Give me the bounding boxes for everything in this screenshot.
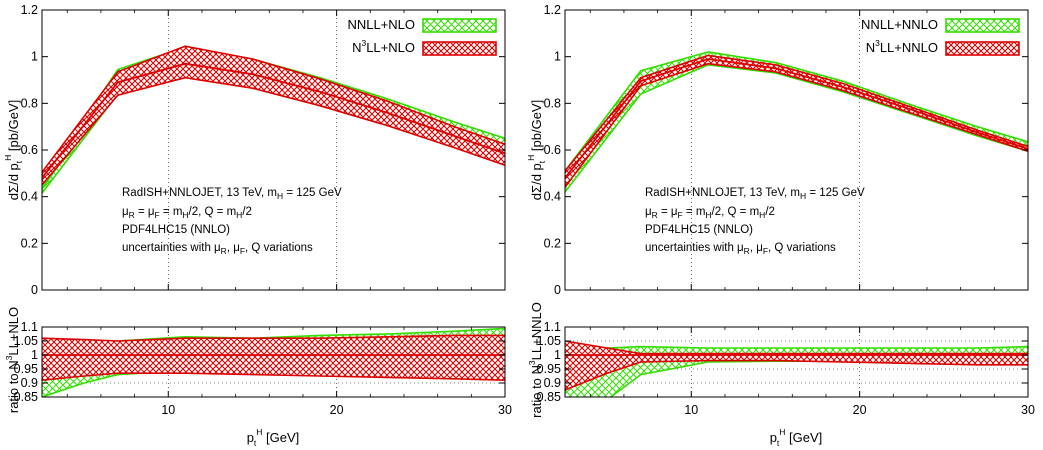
x-ticks: 10 20 30 <box>589 10 1035 417</box>
main-y-ticks: 0 0.2 0.4 0.6 0.8 1 1.2 <box>544 3 1028 297</box>
main-grid <box>690 10 860 290</box>
ratio-frame <box>564 326 1029 398</box>
ratio-tick-label: 1.05 <box>14 334 38 348</box>
y-tick-label: 0.4 <box>544 190 561 204</box>
ratio-bands <box>42 327 505 397</box>
ratio-y-axis-label: ratio to N3LL+NNLO <box>527 302 544 418</box>
main-lower-edge <box>42 76 505 186</box>
y-tick-label: 0.8 <box>21 96 38 110</box>
y-tick-label: 0.8 <box>544 96 561 110</box>
main-bands <box>565 51 1028 193</box>
x-tick-label: 10 <box>161 403 175 417</box>
annotation-block: RadISH+NNLOJET, 13 TeV, mH = 125 GeV μR … <box>645 187 865 256</box>
legend-label: NNLL+NNLO <box>861 17 938 32</box>
main-upper-edge <box>565 51 1028 172</box>
x-axis-label: ptH [GeV] <box>247 427 300 448</box>
main-band-area <box>42 46 505 186</box>
y-tick-label: 0.6 <box>544 143 561 157</box>
annotation-line-4: uncertainties with μR, μF, Q variations <box>645 242 836 256</box>
annotation-line-3: PDF4LHC15 (NNLO) <box>122 224 230 236</box>
ratio-bands <box>565 340 1028 397</box>
ratio-frame <box>41 326 506 398</box>
plot-frame <box>41 326 506 398</box>
y-tick-label: 1.2 <box>544 3 561 17</box>
ratio-tick-label: 1.05 <box>537 334 561 348</box>
ratio-tick-label: 1 <box>554 348 561 362</box>
legend-swatch <box>422 41 497 56</box>
y-tick-label: 0 <box>554 283 561 297</box>
ratio-upper-edge <box>565 345 1028 351</box>
annotation-line-1: RadISH+NNLOJET, 13 TeV, mH = 125 GeV <box>645 187 865 201</box>
x-tick-label: 20 <box>853 403 867 417</box>
ratio-upper-edge <box>565 340 1028 355</box>
ratio-tick-label: 0.85 <box>537 390 561 404</box>
right-chart: 0 0.2 0.4 0.6 0.8 1 1.2 dΣ/d ptH [pb/GeV] NNLL… <box>526 3 1035 448</box>
legend: NNLL+NLO N3LL+NLO <box>347 17 497 56</box>
x-tick-label: 30 <box>498 403 512 417</box>
y-tick-label: 0.6 <box>21 143 38 157</box>
annotation-line-1: RadISH+NNLOJET, 13 TeV, mH = 125 GeV <box>122 187 342 201</box>
ratio-upper-edge <box>42 334 505 342</box>
legend-swatch <box>945 18 1020 33</box>
ratio-band-area <box>42 335 505 381</box>
x-tick-label: 10 <box>684 403 698 417</box>
y-tick-label: 1 <box>554 50 561 64</box>
ratio-tick-label: 0.95 <box>537 362 561 376</box>
x-ticks: 10 20 30 <box>66 10 512 417</box>
main-bands <box>42 45 505 194</box>
annotation-block: RadISH+NNLOJET, 13 TeV, mH = 125 GeV μR … <box>122 187 342 256</box>
main-lower-edge <box>565 63 1028 193</box>
ratio-y-axis-label: ratio to N3LL+NLO <box>4 307 21 413</box>
ratio-tick-label: 1.1 <box>21 320 38 334</box>
annotation-line-4: uncertainties with μR, μF, Q variations <box>122 242 313 256</box>
main-grid <box>167 10 337 290</box>
ratio-tick-label: 0.9 <box>21 376 38 390</box>
main-upper-edge <box>42 45 505 173</box>
main-lower-edge <box>565 62 1028 188</box>
annotation-line-2: μR = μF = mH/2, Q = mH/2 <box>645 206 775 220</box>
main-central-line <box>565 58 1028 179</box>
legend-label: N3LL+NNLO <box>866 38 938 55</box>
ratio-tick-label: 0.85 <box>14 390 38 404</box>
left-chart: 0 0.2 0.4 0.6 0.8 1 1.2 dΣ/d ptH [pb/GeV] NNLL… <box>3 3 512 448</box>
plot-frame <box>564 326 1029 398</box>
ratio-tick-label: 0.95 <box>14 362 38 376</box>
ratio-tick-label: 0.9 <box>544 376 561 390</box>
x-tick-label: 30 <box>1021 403 1035 417</box>
main-central-line <box>42 62 505 179</box>
legend-swatch <box>945 41 1020 56</box>
main-y-axis-label: dΣ/d ptH [pb/GeV] <box>3 100 24 200</box>
ratio-lower-edge <box>565 359 1028 391</box>
main-upper-edge <box>565 54 1028 172</box>
main-y-axis-label: dΣ/d ptH [pb/GeV] <box>526 100 547 200</box>
y-tick-label: 1.2 <box>21 3 38 17</box>
legend-label: N3LL+NLO <box>352 38 415 55</box>
y-tick-label: 0 <box>31 283 38 297</box>
legend: NNLL+NNLO N3LL+NNLO <box>861 17 1020 56</box>
legend-swatch <box>422 18 497 33</box>
ratio-tick-label: 1 <box>31 348 38 362</box>
annotation-line-3: PDF4LHC15 (NNLO) <box>645 224 753 236</box>
y-tick-label: 0.2 <box>544 236 561 250</box>
annotation-line-2: μR = μF = mH/2, Q = mH/2 <box>122 206 252 220</box>
y-tick-label: 0.4 <box>21 190 38 204</box>
main-y-ticks: 0 0.2 0.4 0.6 0.8 1 1.2 <box>21 3 505 297</box>
y-tick-label: 1 <box>31 50 38 64</box>
ratio-lower-edge <box>42 372 505 381</box>
x-tick-label: 20 <box>330 403 344 417</box>
y-tick-label: 0.2 <box>21 236 38 250</box>
legend-label: NNLL+NLO <box>347 17 415 32</box>
ratio-tick-label: 1.1 <box>544 320 561 334</box>
x-axis-label: ptH [GeV] <box>770 427 823 448</box>
